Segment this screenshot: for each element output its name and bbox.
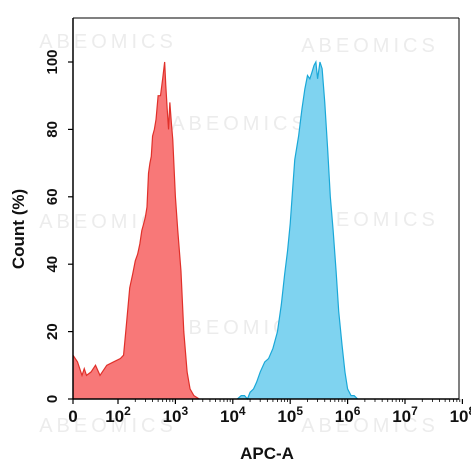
x-tick-label: 0 (68, 407, 77, 426)
y-tick-label: 80 (44, 121, 61, 138)
y-tick-label: 20 (44, 323, 61, 340)
x-tick-label: 107 (392, 404, 418, 426)
histogram-area-1 (73, 62, 200, 399)
watermark-text: ABEOMICS (171, 317, 309, 339)
series-layer (72, 60, 359, 401)
y-tick-label: 60 (44, 188, 61, 205)
y-tick-label: 40 (44, 256, 61, 273)
watermark-text: ABEOMICS (301, 209, 439, 231)
x-tick-label: 105 (277, 404, 303, 426)
histogram-area-2 (237, 62, 358, 399)
x-tick-label: 108 (450, 404, 471, 426)
x-tick-label: 103 (163, 404, 189, 426)
x-tick-label: 104 (220, 404, 246, 426)
ticks-layer: 0 20 40 60 80 100 0 102 103 104 105 106 107 108 (44, 49, 471, 426)
watermark-text: ABEOMICS (301, 35, 439, 57)
x-tick-label: 102 (105, 404, 131, 426)
watermark-text: ABEOMICS (171, 113, 309, 135)
x-axis-label: APC-A (240, 444, 294, 463)
y-tick-label: 0 (44, 395, 61, 403)
watermark-text: ABEOMICS (39, 415, 177, 437)
histogram-outline-2 (236, 60, 359, 401)
x-tick-label: 106 (335, 404, 361, 426)
axes-layer (72, 17, 460, 400)
histogram-outline-1 (72, 61, 200, 400)
watermark-text: ABEOMICS (301, 415, 439, 437)
y-tick-label: 100 (44, 49, 61, 74)
y-axis-label: Count (%) (9, 189, 28, 269)
